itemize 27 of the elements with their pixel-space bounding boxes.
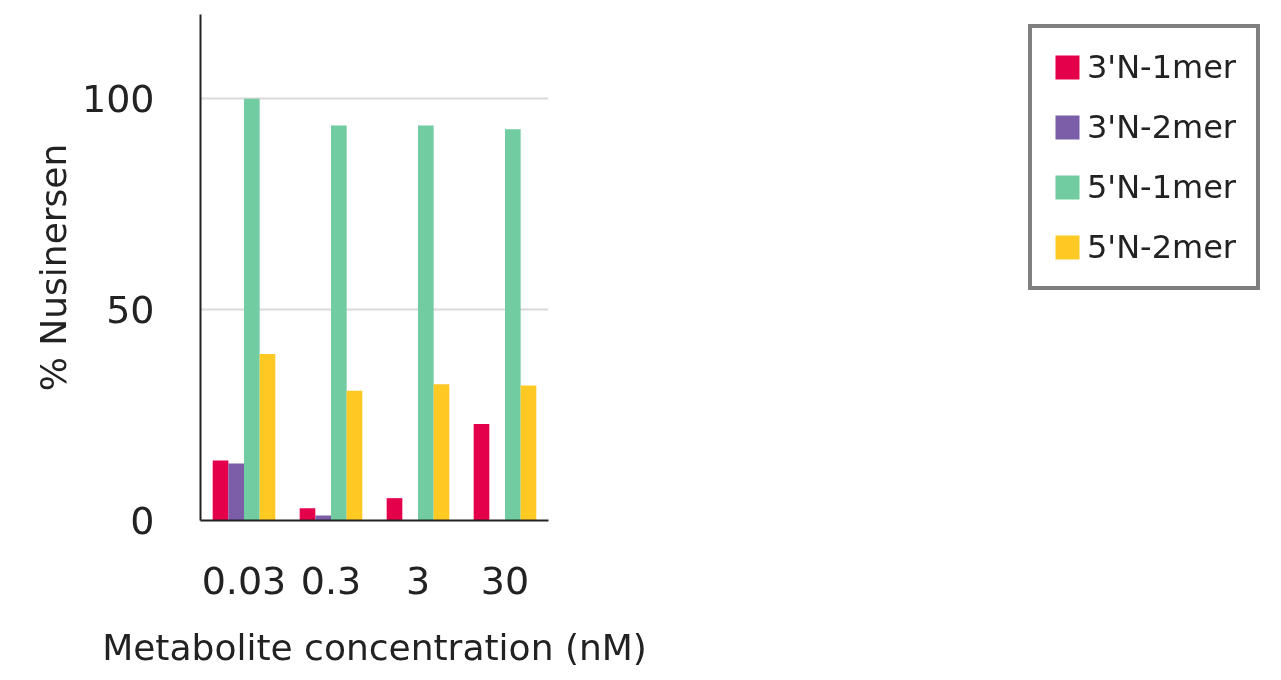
bar — [473, 423, 490, 521]
x-tick-label: 3 — [405, 558, 431, 603]
y-tick-label: 50 — [106, 288, 155, 333]
bar — [520, 385, 537, 521]
legend-label: 3'N-2mer — [1086, 108, 1236, 146]
bar — [433, 384, 450, 521]
x-tick-label: 30 — [480, 558, 530, 603]
bar — [244, 98, 260, 521]
y-axis-title: % Nusinersen — [32, 143, 74, 392]
y-tick-label: 100 — [81, 77, 155, 122]
legend-label: 5'N-1mer — [1086, 168, 1236, 206]
bar — [505, 129, 521, 521]
legend-label: 3'N-1mer — [1086, 48, 1236, 86]
bar — [315, 515, 331, 521]
bar — [228, 463, 244, 521]
bar — [386, 498, 403, 521]
bar — [212, 460, 229, 521]
bar — [331, 125, 347, 521]
x-tick-label: 0.03 — [201, 558, 287, 603]
bar — [259, 353, 276, 521]
bar — [299, 508, 316, 521]
bar — [346, 390, 363, 521]
legend-label: 5'N-2mer — [1086, 228, 1236, 266]
x-axis-title: Metabolite concentration (nM) — [102, 626, 647, 668]
y-tick-label: 0 — [130, 499, 155, 543]
bar — [418, 125, 434, 521]
x-tick-label: 0.3 — [300, 558, 362, 603]
